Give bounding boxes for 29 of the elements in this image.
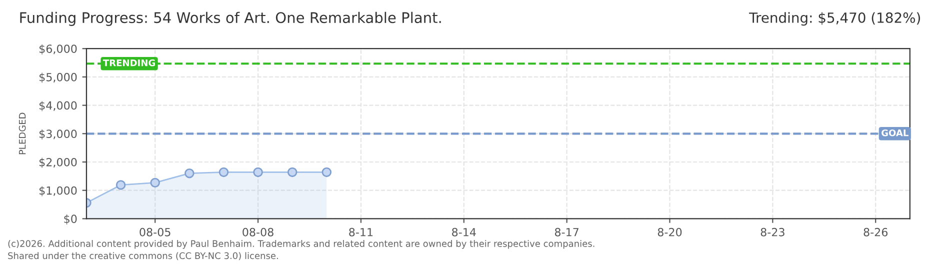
text: Shared under the creative commons (CC BY-NC 3.0) license. — [8, 252, 278, 260]
y-tick-label: $2,000 — [39, 158, 77, 168]
point — [322, 167, 332, 178]
point — [150, 178, 160, 188]
x-tick-label: 8-23 — [760, 228, 784, 236]
text: Trending: $5,470 (182%) — [749, 12, 920, 26]
x-tick-label: 8-11 — [349, 228, 373, 236]
y-axis-title: PLEDGED — [18, 112, 26, 154]
point — [116, 180, 126, 190]
x-tick-label: 08-08 — [242, 228, 274, 236]
x-tick-label: 8-17 — [554, 228, 578, 236]
ref-line-label: GOAL — [882, 129, 908, 136]
chart-title: Funding Progress: 54 Works of Art. One Remarkable Plant. — [20, 12, 441, 26]
ref-line-label: TRENDING — [102, 59, 155, 66]
y-tick-label: $4,000 — [39, 101, 77, 112]
point — [287, 167, 298, 178]
y-tick-label: $6,000 — [39, 44, 77, 54]
text: (c)2026. Additional content provided by Paul Benhaim. Trademarks and related content are owned by their respective companies. — [8, 240, 594, 249]
point — [184, 168, 194, 178]
y-tick-label: $3,000 — [39, 129, 77, 140]
point — [218, 167, 229, 178]
x-tick-label: 8-26 — [864, 228, 888, 236]
x-tick-label: 08-05 — [140, 228, 170, 236]
y-tick-label: $1,000 — [39, 186, 77, 196]
x-tick-label: 8-20 — [658, 228, 682, 236]
point — [253, 167, 263, 178]
y-tick-label: $5,000 — [39, 72, 77, 83]
x-tick-label: 8-14 — [452, 228, 476, 236]
y-tick-label: $0 — [64, 214, 77, 225]
